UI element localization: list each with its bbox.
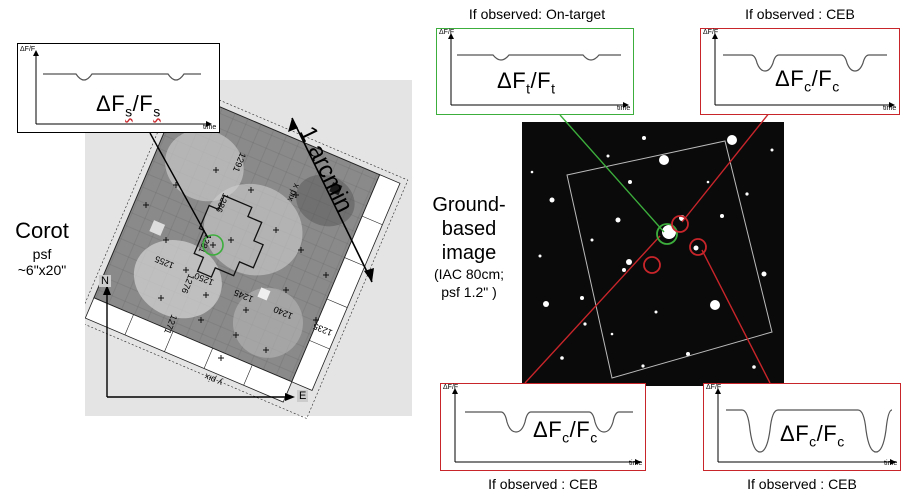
ground-based-sky-image	[522, 122, 784, 386]
flux-sub: c	[590, 429, 598, 446]
flux-sep: /F	[811, 66, 833, 91]
flux-ratio-label: ΔFc/Fc	[775, 66, 840, 94]
corot-star-markers	[143, 167, 329, 361]
flux-sub: c	[837, 433, 845, 450]
corot-label-block: Corot psf ~6"x20"	[0, 218, 84, 278]
flux-sep: /F	[816, 421, 838, 446]
x-axis-label: time	[883, 105, 897, 112]
ceb-lightcurve-plot	[712, 33, 895, 108]
flux-sep: /F	[569, 417, 591, 442]
flux-sub: c	[809, 433, 817, 450]
x-axis-label: time	[629, 460, 643, 467]
flux-main: ΔF	[497, 68, 527, 93]
ground-detail-line: psf 1.2" )	[441, 284, 497, 300]
ground-detail-line: (IAC 80cm;	[433, 266, 504, 282]
x-axis-label: time	[617, 105, 631, 112]
ground-based-label-block: Ground- based image (IAC 80cm; psf 1.2" …	[417, 193, 521, 301]
flux-ratio-label: ΔFc/Fc	[780, 421, 845, 449]
flux-sub: s	[125, 103, 133, 120]
flux-sep: /F	[132, 91, 154, 116]
x-axis-label: time	[884, 460, 898, 467]
flux-main: ΔF	[775, 66, 805, 91]
flux-sub: s	[153, 103, 161, 120]
y-axis-label: ΔF/F	[443, 384, 459, 391]
ceb-lightcurve-box-top: ΔF/F time ΔFc/Fc	[700, 28, 900, 115]
caption-ceb-bottom-left: If observed : CEB	[488, 476, 598, 492]
compass-east-label: E	[297, 390, 309, 402]
flux-sub: c	[804, 78, 812, 95]
caption-ceb-bottom-right: If observed : CEB	[747, 476, 857, 492]
corot-lightcurve-plot	[33, 50, 212, 127]
flux-sep: /F	[530, 68, 552, 93]
corot-target-circle	[202, 234, 224, 256]
y-axis-label: ΔF/F	[439, 29, 455, 36]
flux-ratio-label: ΔFs/Fs	[96, 91, 161, 119]
flux-sub: c	[832, 78, 840, 95]
corot-lightcurve-inset: ΔF/F time ΔFs/Fs	[17, 43, 220, 133]
ceb-lightcurve-box-bottom-right: ΔF/F time ΔFc/Fc	[703, 383, 901, 471]
flux-main: ΔF	[96, 91, 126, 116]
ground-title-line: based	[441, 218, 497, 240]
caption-on-target: If observed: On-target	[468, 6, 606, 22]
flux-ratio-label: ΔFt/Ft	[497, 68, 555, 96]
corot-psf-label: psf	[32, 246, 52, 262]
caption-ceb-top: If observed : CEB	[745, 6, 855, 22]
ground-title-line: Ground-	[432, 194, 506, 216]
corot-psf-size: ~6"x20"	[17, 262, 67, 278]
y-axis-label: ΔF/F	[20, 46, 36, 53]
flux-sub: c	[562, 429, 570, 446]
corot-label: Corot	[15, 218, 69, 243]
target-lightcurve-box: ΔF/F time ΔFt/Ft	[436, 28, 634, 115]
ceb-lightcurve-plot	[715, 388, 896, 465]
y-axis-label: ΔF/F	[703, 29, 719, 36]
x-axis-label: time	[203, 124, 217, 131]
target-lightcurve-plot	[448, 33, 629, 108]
flux-main: ΔF	[533, 417, 563, 442]
flux-ratio-label: ΔFc/Fc	[533, 417, 598, 445]
flux-sub: t	[526, 80, 531, 97]
flux-main: ΔF	[780, 421, 810, 446]
compass-north-label: N	[99, 275, 111, 287]
y-axis-label: ΔF/F	[706, 384, 722, 391]
sky-stars	[530, 135, 774, 379]
flux-sub: t	[551, 80, 556, 97]
ceb-lightcurve-box-bottom-left: ΔF/F time ΔFc/Fc	[440, 383, 646, 471]
corot-mask-image	[85, 82, 409, 419]
ground-title-line: image	[441, 242, 497, 264]
ceb-lightcurve-plot	[452, 388, 641, 465]
